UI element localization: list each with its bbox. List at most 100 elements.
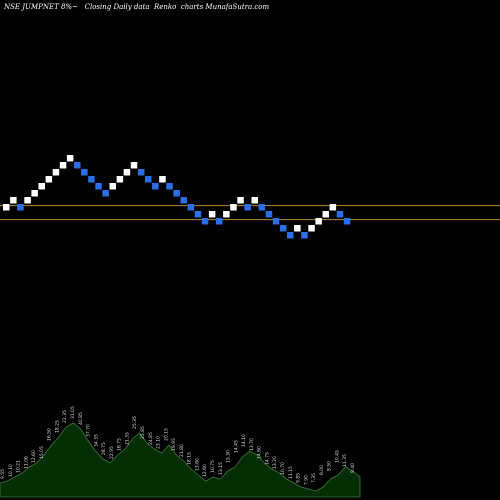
volume-label: 40.85	[78, 412, 84, 425]
renko-brick-up	[66, 155, 74, 162]
renko-brick-up	[109, 183, 116, 190]
volume-label: 14.75	[264, 452, 270, 465]
renko-brick-up	[45, 176, 53, 183]
renko-brick-up	[329, 204, 337, 211]
volume-label: 11.15	[288, 466, 294, 479]
volume-label: 13.70	[249, 438, 255, 451]
renko-brick-up	[59, 162, 67, 169]
chart-title: NSE JUMPNET 8%~ Closing Daily data Renko…	[4, 3, 270, 11]
volume-label: 14.10	[241, 434, 247, 447]
renko-brick-up	[308, 225, 315, 232]
renko-brick-down	[187, 204, 195, 211]
volume-label: 12.60	[202, 464, 208, 477]
renko-brick-down	[145, 176, 152, 183]
volume-label: 8.50	[327, 461, 333, 471]
volume-label: 18.25	[54, 420, 60, 433]
volume-label: 21.80	[179, 444, 185, 457]
volume-label: 37.70	[86, 424, 92, 437]
volume-label: 28.75	[101, 442, 107, 455]
volume-label: 22.35	[62, 410, 68, 423]
volume-label: 18.75	[117, 438, 123, 451]
renko-brick-up	[294, 225, 301, 232]
renko-brick-down	[244, 204, 251, 211]
renko-brick-down	[265, 211, 273, 218]
volume-label: 11.06	[23, 456, 29, 469]
renko-brick-up	[130, 162, 138, 169]
renko-bricks	[3, 155, 351, 239]
volume-label: 8.00	[319, 465, 325, 475]
volume-label: 12.60	[31, 450, 37, 463]
renko-brick-down	[180, 197, 187, 204]
renko-brick-up	[159, 176, 166, 183]
renko-brick-up	[38, 183, 45, 190]
volume-label: 11.35	[342, 454, 348, 467]
volume-label: 14.60	[257, 446, 263, 459]
volume-label: 25.35	[132, 416, 138, 429]
renko-brick-down	[336, 211, 344, 218]
volume-label: 13.20	[272, 456, 278, 469]
volume-label: 10.21	[16, 460, 22, 473]
renko-brick-down	[102, 190, 109, 197]
volume-label: 9.40	[350, 463, 356, 473]
renko-brick-up	[223, 211, 230, 218]
volume-label: 25.85	[140, 426, 146, 439]
volume-label: 23.10	[156, 436, 162, 449]
volume-label: 13.15	[218, 462, 224, 475]
volume-label: 13.80	[194, 458, 200, 471]
volume-label: 15.30	[226, 450, 232, 463]
renko-brick-up	[116, 176, 124, 183]
volume-label: 7.90	[303, 475, 309, 485]
renko-brick-down	[74, 162, 81, 169]
renko-brick-down	[95, 183, 102, 190]
renko-brick-down	[216, 218, 223, 225]
volume-label: 9.85	[296, 473, 302, 483]
renko-brick-down	[287, 232, 294, 239]
renko-brick-down	[258, 204, 266, 211]
renko-brick-down	[343, 218, 351, 225]
renko-brick-down	[88, 176, 95, 183]
volume-label: 24.85	[148, 432, 154, 445]
volume-label: 9.55	[0, 469, 6, 479]
renko-brick-up	[31, 190, 38, 197]
renko-brick-up	[24, 197, 31, 204]
volume-label: 19.95	[171, 438, 177, 451]
volume-label: 15.05	[39, 446, 45, 459]
renko-brick-down	[152, 183, 159, 190]
renko-brick-down	[81, 169, 88, 176]
volume-area	[0, 422, 361, 498]
renko-brick-down	[173, 190, 180, 197]
renko-brick-down	[272, 218, 280, 225]
renko-brick-down	[137, 169, 145, 176]
volume-label: 22.95	[109, 446, 115, 459]
volume-label: 10.75	[210, 460, 216, 473]
volume-label: 10.45	[334, 450, 340, 463]
renko-brick-up	[251, 197, 258, 204]
volume-label: 14.45	[233, 440, 239, 453]
renko-brick-up	[208, 211, 216, 218]
volume-label: 10.70	[280, 462, 286, 475]
renko-brick-up	[315, 218, 322, 225]
renko-brick-up	[10, 197, 17, 204]
renko-brick-up	[230, 204, 237, 211]
volume-label: 34.35	[93, 434, 99, 447]
renko-brick-down	[166, 183, 173, 190]
renko-brick-up	[123, 169, 131, 176]
volume-panel	[0, 422, 361, 498]
renko-brick-down	[194, 211, 202, 218]
renko-brick-down	[17, 204, 24, 211]
volume-label: 18.15	[187, 452, 193, 465]
volume-label: 7.35	[311, 473, 317, 483]
renko-brick-down	[201, 218, 209, 225]
renko-brick-up	[322, 211, 329, 218]
renko-brick-up	[237, 197, 244, 204]
volume-label: 21.35	[124, 432, 130, 445]
renko-brick-down	[301, 232, 308, 239]
volume-label: 20.15	[163, 428, 169, 441]
volume-labels: 9.55 10.10 10.21 11.06 12.60 15.0516.5018.252…	[0, 406, 356, 485]
renko-brick-down	[279, 225, 287, 232]
renko-brick-up	[3, 204, 10, 211]
volume-label: 31.05	[70, 406, 76, 419]
renko-brick-up	[52, 169, 60, 176]
volume-label: 10.10	[8, 464, 14, 477]
